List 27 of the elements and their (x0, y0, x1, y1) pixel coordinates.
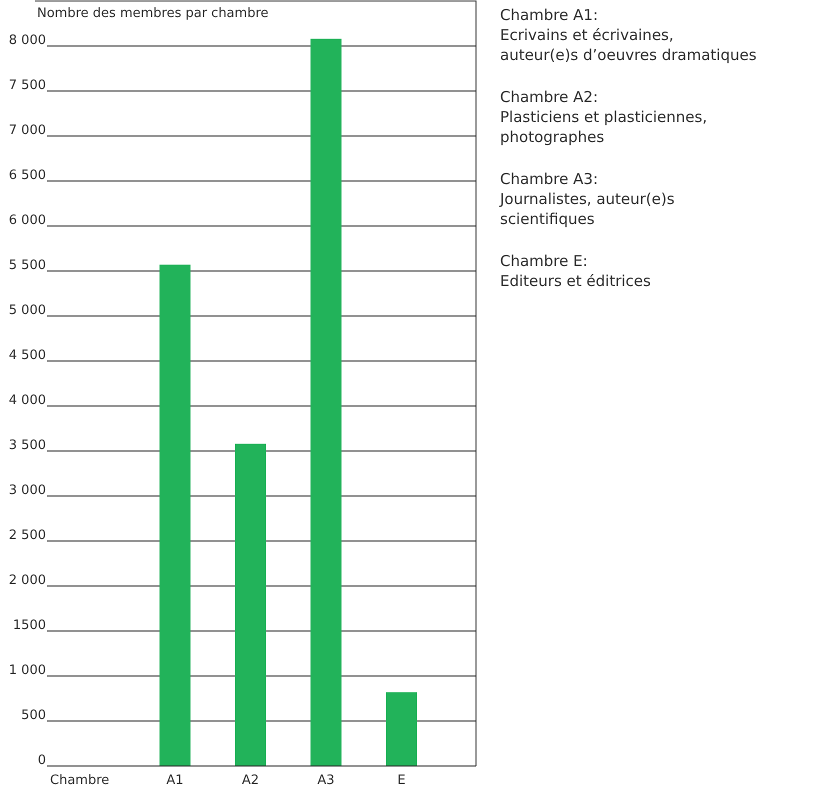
y-tick-label: 500 (21, 708, 46, 723)
y-tick-label: 1500 (12, 618, 46, 633)
y-tick-label: 5 500 (8, 258, 46, 273)
text: Chambre E: Editeurs et éditrices (500, 252, 652, 290)
x-tick-label: E (397, 773, 406, 788)
x-tick-label: A1 (166, 773, 184, 788)
y-tick-label: 8 000 (8, 33, 46, 48)
text: Chambre A3: Journalistes, auteur(e)s scientifiques (499, 170, 675, 228)
x-tick-label: A2 (242, 773, 260, 788)
y-tick-label: 3 500 (8, 438, 46, 453)
x-tick-label: A3 (317, 773, 335, 788)
y-tick-label: 0 (38, 753, 46, 768)
y-tick-label: 4 500 (8, 348, 46, 363)
y-axis-title: Nombre des membres par chambre (37, 6, 268, 21)
y-tick-label: 1 000 (8, 663, 46, 678)
y-tick-label: 2 000 (8, 573, 46, 588)
y-tick-label: 5 000 (8, 303, 46, 318)
text: Chambre A1: Ecrivains et écrivaines, auteur(e)s d’oeuvres dramatiques (500, 6, 757, 64)
y-tick-label: 6 500 (8, 168, 46, 183)
y-tick-label: 7 000 (8, 123, 46, 138)
y-tick-label: 4 000 (8, 393, 46, 408)
y-tick-label: 7 500 (8, 78, 46, 93)
y-tick-label: 6 000 (8, 213, 46, 228)
y-tick-label: 2 500 (8, 528, 46, 543)
x-axis-title: Chambre (50, 773, 110, 788)
y-tick-label: 3 000 (8, 483, 46, 498)
text: Chambre A2: Plasticiens et plasticiennes, photographes (500, 88, 708, 146)
